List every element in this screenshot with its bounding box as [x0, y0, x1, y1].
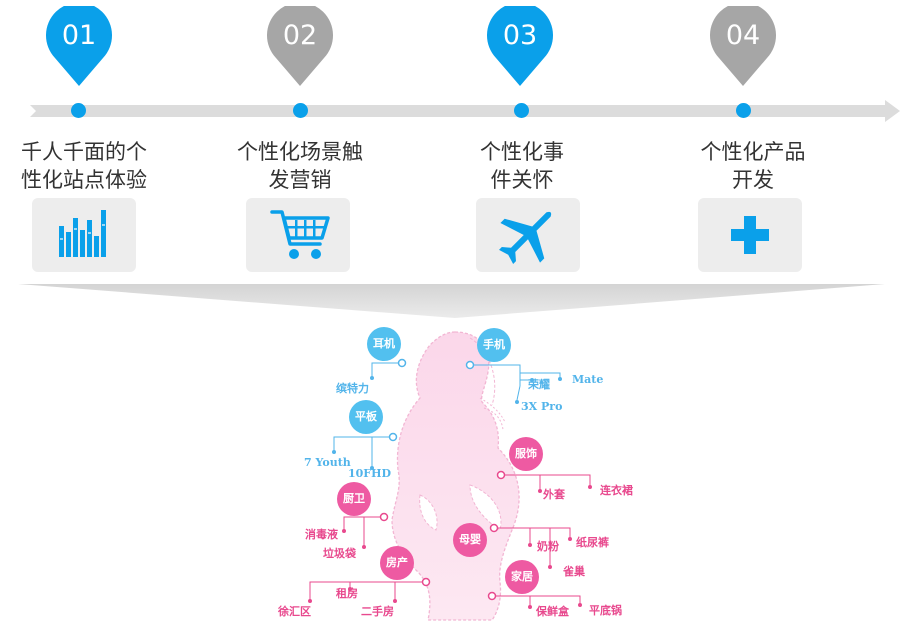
stage-2-number: 02 [282, 20, 318, 51]
item-label: 消毒液 [305, 528, 338, 541]
item-label: 奶粉 [537, 540, 559, 553]
item-label: 租房 [336, 587, 358, 600]
item-label: 平底锅 [589, 604, 622, 617]
stage-2-label: 个性化场景触 发营销 [237, 140, 363, 192]
stage-1-number: 01 [61, 20, 97, 51]
stage-3-pin: 03 [486, 6, 554, 88]
stage-4-pin: 04 [709, 6, 777, 88]
item-label: 垃圾袋 [323, 547, 356, 560]
item-label: 徐汇区 [278, 605, 311, 618]
tag-earphone: 耳机 [367, 327, 401, 361]
funnel-shape [18, 284, 885, 318]
airplane-icon [499, 211, 552, 264]
stage-2-dot [293, 103, 308, 118]
item-label: 缤特力 [336, 382, 369, 395]
item-label: 雀巢 [563, 565, 585, 578]
item-label: 纸尿裤 [576, 536, 609, 549]
stage-1-dot [71, 103, 86, 118]
tag-phone: 手机 [477, 328, 511, 362]
tag-tablet: 平板 [349, 400, 383, 434]
item-label: 外套 [543, 488, 565, 501]
stage-1-pin: 01 [45, 6, 113, 88]
stage-1-label: 千人千面的个 性化站点体验 [21, 140, 147, 192]
item-label: 连衣裙 [600, 484, 633, 497]
stage-2-card[interactable] [246, 198, 350, 272]
stage-3-label: 个性化事 件关怀 [480, 140, 564, 192]
tag-kitchen: 厨卫 [337, 482, 371, 516]
tag-realestate: 房产 [380, 546, 414, 580]
stage-4-card[interactable] [698, 198, 802, 272]
item-label: 保鲜盒 [536, 605, 569, 618]
tag-home: 家居 [505, 560, 539, 594]
plus-icon [731, 216, 769, 254]
item-label: 3X Pro [521, 400, 563, 413]
bar-chart-icon [59, 210, 106, 257]
stage-4-number: 04 [725, 20, 761, 51]
timeline-arrow [30, 100, 900, 122]
stage-2-pin: 02 [266, 6, 334, 88]
stage-3-dot [514, 103, 529, 118]
stage-3-card[interactable] [476, 198, 580, 272]
item-label: 7 Youth [304, 456, 351, 469]
tag-baby: 母婴 [453, 523, 487, 557]
tag-clothing: 服饰 [509, 437, 543, 471]
item-label: 荣耀 [528, 378, 550, 391]
item-label: Mate [572, 373, 604, 386]
stage-4-label: 个性化产品 开发 [700, 140, 806, 192]
shopping-cart-icon [270, 210, 330, 259]
item-label: 10FHD [348, 467, 392, 480]
stage-3-number: 03 [502, 20, 538, 51]
stage-4-dot [736, 103, 751, 118]
item-label: 二手房 [361, 605, 394, 618]
stage-1-card[interactable] [32, 198, 136, 272]
